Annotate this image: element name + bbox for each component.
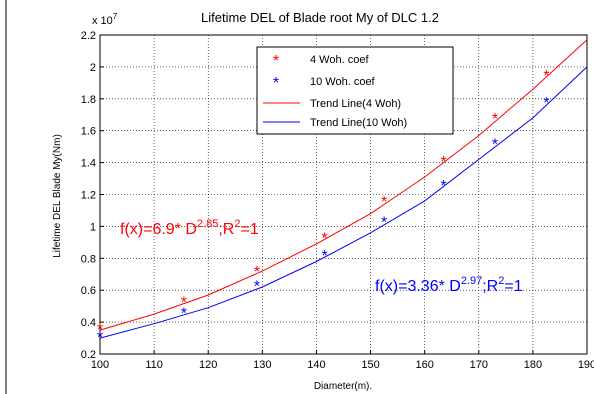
x-axis-label: Diameter(m). xyxy=(314,381,372,392)
y-axis-label: Lifetime DEL Blade My(Nm) xyxy=(52,134,63,258)
chart-title: Lifetime DEL of Blade root My of DLC 1.2 xyxy=(201,10,439,25)
legend-label-4woh: 4 Woh. coef xyxy=(310,54,369,66)
data-point-0: * xyxy=(440,154,446,171)
y-tick-label: 1.4 xyxy=(81,158,96,170)
annotation-fit-10woh-exp2: 2 xyxy=(498,275,504,287)
y-exponent-base: x 10 xyxy=(92,15,113,27)
legend-box xyxy=(256,46,454,135)
y-tick-label: 1.6 xyxy=(81,126,96,138)
y-tick-label: 1.2 xyxy=(81,190,96,202)
annotation-fit-4woh-prefix: f(x)=6.9* D xyxy=(120,221,197,238)
y-tick-label: 0.4 xyxy=(81,317,96,329)
x-tick-label: 130 xyxy=(253,359,271,371)
annotation-fit-10woh-exp1: 2.97 xyxy=(461,275,482,287)
legend-label-trend-10woh: Trend Line(10 Woh) xyxy=(310,117,407,129)
x-tick-label: 170 xyxy=(470,359,488,371)
data-point-0: * xyxy=(97,321,103,338)
annotation-fit-10woh-mid: ;R xyxy=(482,278,498,295)
y-tick-label: 0.6 xyxy=(81,285,96,297)
x-axis-ticks: 100 110 120 130 140 150 160 170 180 190 xyxy=(91,350,594,371)
y-tick-label: 0.2 xyxy=(81,349,96,361)
series-line-2 xyxy=(99,39,588,331)
x-tick-label: 180 xyxy=(524,359,542,371)
data-point-1: * xyxy=(97,329,103,346)
x-tick-label: 120 xyxy=(199,359,217,371)
x-tick-label: 150 xyxy=(361,359,379,371)
x-tick-label: 100 xyxy=(91,359,109,371)
data-point-1: * xyxy=(321,248,327,265)
legend-marker-10woh: * xyxy=(273,75,279,92)
legend-label-trend-4woh: Trend Line(4 Woh) xyxy=(310,98,401,110)
data-point-0: * xyxy=(181,294,187,311)
series-lines xyxy=(99,39,588,339)
data-point-0: * xyxy=(543,68,549,85)
x-tick-label: 160 xyxy=(415,359,433,371)
annotation-fit-4woh-exp2: 2 xyxy=(234,218,240,230)
annotation-fit-10woh: f(x)=3.36* D2.97;R2=1 xyxy=(375,275,523,295)
legend: * 4 Woh. coef * 10 Woh. coef Trend Line(… xyxy=(256,46,454,135)
data-point-1: * xyxy=(543,95,549,112)
annotation-fit-4woh-mid: ;R xyxy=(218,221,234,238)
data-point-0: * xyxy=(492,111,498,128)
data-point-1: * xyxy=(254,278,260,295)
y-tick-label: 1.8 xyxy=(81,94,96,106)
data-point-0: * xyxy=(254,264,260,281)
annotation-fit-4woh-exp1: 2.85 xyxy=(197,218,218,230)
y-exponent-power: 7 xyxy=(113,12,118,21)
annotation-fit-4woh: f(x)=6.9* D2.85;R2=1 xyxy=(120,218,259,238)
data-point-1: * xyxy=(492,136,498,153)
y-tick-label: 2.2 xyxy=(81,30,96,42)
x-tick-label: 140 xyxy=(307,359,325,371)
legend-marker-4woh: * xyxy=(273,53,279,70)
annotation-fit-10woh-suffix: =1 xyxy=(504,278,522,295)
data-point-1: * xyxy=(181,306,187,323)
series-markers: **************** xyxy=(97,68,550,347)
data-point-1: * xyxy=(440,178,446,195)
y-exponent-label: x 107 xyxy=(92,12,118,27)
annotation-fit-4woh-suffix: =1 xyxy=(240,221,258,238)
legend-label-10woh: 10 Woh. coef xyxy=(310,76,376,88)
data-point-0: * xyxy=(321,231,327,248)
series-line-3 xyxy=(99,66,588,339)
y-tick-label: 0.8 xyxy=(81,253,96,265)
data-point-0: * xyxy=(381,194,387,211)
data-point-1: * xyxy=(381,215,387,232)
x-tick-label: 110 xyxy=(145,359,163,371)
y-tick-label: 2 xyxy=(90,62,96,74)
annotation-fit-10woh-prefix: f(x)=3.36* D xyxy=(375,278,461,295)
y-tick-label: 1 xyxy=(90,221,96,233)
y-axis-ticks: 0.2 0.4 0.6 0.8 1 1.2 1.4 1.6 1.8 2 2.2 xyxy=(81,30,104,361)
x-tick-label: 190 xyxy=(578,359,594,371)
